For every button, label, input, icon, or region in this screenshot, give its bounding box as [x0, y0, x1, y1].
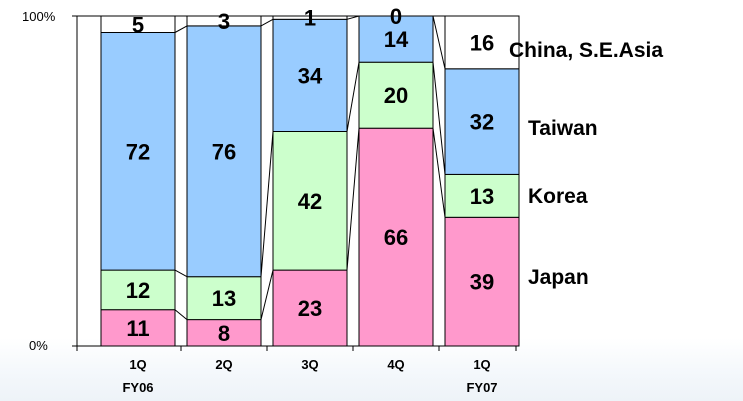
- data-label-japan-3: 23: [298, 296, 322, 321]
- series-line-taiwan-1: [174, 25, 188, 33]
- series-line-korea-1: [174, 269, 188, 278]
- series-line-japan-4: [432, 128, 446, 218]
- bar-segment-korea-3: [272, 131, 348, 271]
- x-tick-label-1: 1Q: [129, 357, 146, 372]
- data-label-korea-4: 20: [384, 83, 408, 108]
- series-line-korea-4: [432, 62, 446, 175]
- legend-label-china-s-e-asia: China, S.E.Asia: [509, 39, 663, 62]
- series-line-korea-3: [346, 62, 360, 132]
- x-tick-label-4: 4Q: [387, 357, 404, 372]
- data-label-japan-5: 39: [470, 270, 494, 295]
- data-label-taiwan-2: 76: [212, 139, 236, 164]
- bar-segment-taiwan-4: [358, 15, 434, 63]
- y-tick-label-100: 100%: [22, 9, 56, 24]
- data-label-china-s-e-asia-4: 0: [390, 4, 402, 29]
- bar-segment-japan-3: [272, 269, 348, 347]
- data-label-china-s-e-asia-2: 3: [218, 9, 230, 34]
- x-tick-label-2: 2Q: [215, 357, 232, 372]
- y-tick-label-0: 0%: [29, 338, 48, 353]
- legend-label-japan: Japan: [528, 266, 589, 289]
- data-label-taiwan-5: 32: [470, 110, 494, 135]
- series-line-japan-2: [260, 269, 274, 320]
- data-label-japan-2: 8: [218, 321, 230, 346]
- series-line-japan-1: [174, 309, 188, 320]
- data-label-japan-1: 11: [126, 316, 149, 341]
- series-line-taiwan-3: [346, 15, 360, 20]
- data-label-korea-5: 13: [470, 184, 494, 209]
- legend-label-taiwan: Taiwan: [528, 117, 598, 140]
- data-label-korea-1: 12: [126, 278, 150, 303]
- bar-segment-korea-1: [100, 269, 176, 311]
- bar-segment-taiwan-3: [272, 18, 348, 132]
- bar-segment-korea-4: [358, 61, 434, 129]
- data-label-taiwan-4: 14: [384, 27, 409, 52]
- data-label-taiwan-1: 72: [126, 139, 150, 164]
- series-line-taiwan-4: [432, 15, 446, 69]
- data-label-china-s-e-asia-3: 1: [304, 6, 316, 31]
- series-line-japan-3: [346, 128, 360, 271]
- data-label-korea-3: 42: [298, 189, 322, 214]
- legend-label-korea: Korea: [528, 185, 588, 208]
- series-line-korea-2: [260, 131, 274, 277]
- data-label-china-s-e-asia-5: 16: [470, 30, 494, 55]
- bar-segment-japan-1: [100, 309, 176, 347]
- x-tick-sublabel-5: FY07: [466, 380, 497, 395]
- bar-segment-taiwan-5: [444, 68, 520, 175]
- bar-segment-china-s-e-asia-5: [444, 15, 520, 70]
- bottom-fade: [0, 338, 743, 401]
- x-tick-label-5: 1Q: [473, 357, 490, 372]
- x-tick-sublabel-1: FY06: [122, 380, 153, 395]
- bar-segment-taiwan-2: [186, 25, 262, 278]
- data-label-japan-4: 66: [384, 225, 408, 250]
- data-label-china-s-e-asia-1: 5: [132, 12, 144, 37]
- bar-segment-korea-2: [186, 276, 262, 321]
- bar-segment-taiwan-1: [100, 32, 176, 271]
- bar-segment-japan-4: [358, 127, 434, 347]
- series-line-taiwan-2: [260, 18, 274, 27]
- data-label-taiwan-3: 34: [298, 63, 323, 88]
- data-label-korea-2: 13: [212, 286, 236, 311]
- x-tick-label-3: 3Q: [301, 357, 318, 372]
